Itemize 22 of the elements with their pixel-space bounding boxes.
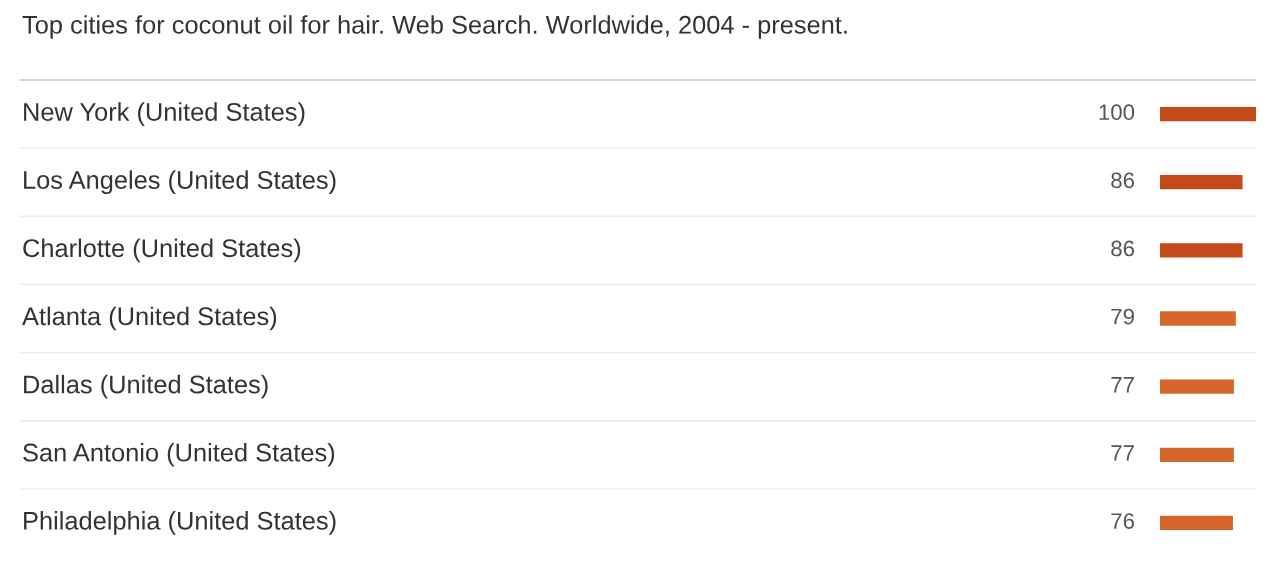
bar [1160, 447, 1234, 462]
bar [1160, 311, 1236, 326]
bar [1160, 175, 1243, 190]
data-label: 77 [1111, 445, 1134, 461]
y-tick-label: Dallas (United States) [24, 374, 268, 399]
data-label: 76 [1111, 513, 1135, 529]
bar [1160, 379, 1234, 394]
y-tick-label: Charlotte (United States) [23, 238, 301, 263]
y-tick-label: New York (United States) [24, 102, 305, 126]
data-label: 86 [1111, 172, 1135, 189]
text: Top cities for coconut oil for hair. Web Search. Worldwide, 2004 - present. [22, 15, 847, 39]
bar [1160, 515, 1233, 531]
data-label: 79 [1111, 308, 1134, 325]
y-tick-label: Philadelphia (United States) [24, 511, 336, 535]
bar [1160, 243, 1243, 258]
y-tick-label: Los Angeles (United States) [24, 170, 336, 195]
y-tick-label: San Antonio (United States) [23, 442, 335, 467]
data-label: 77 [1111, 377, 1134, 393]
data-label: 86 [1111, 240, 1135, 257]
y-tick-label: Atlanta (United States) [22, 306, 277, 331]
bar [1160, 106, 1256, 122]
data-label: 100 [1099, 104, 1135, 121]
